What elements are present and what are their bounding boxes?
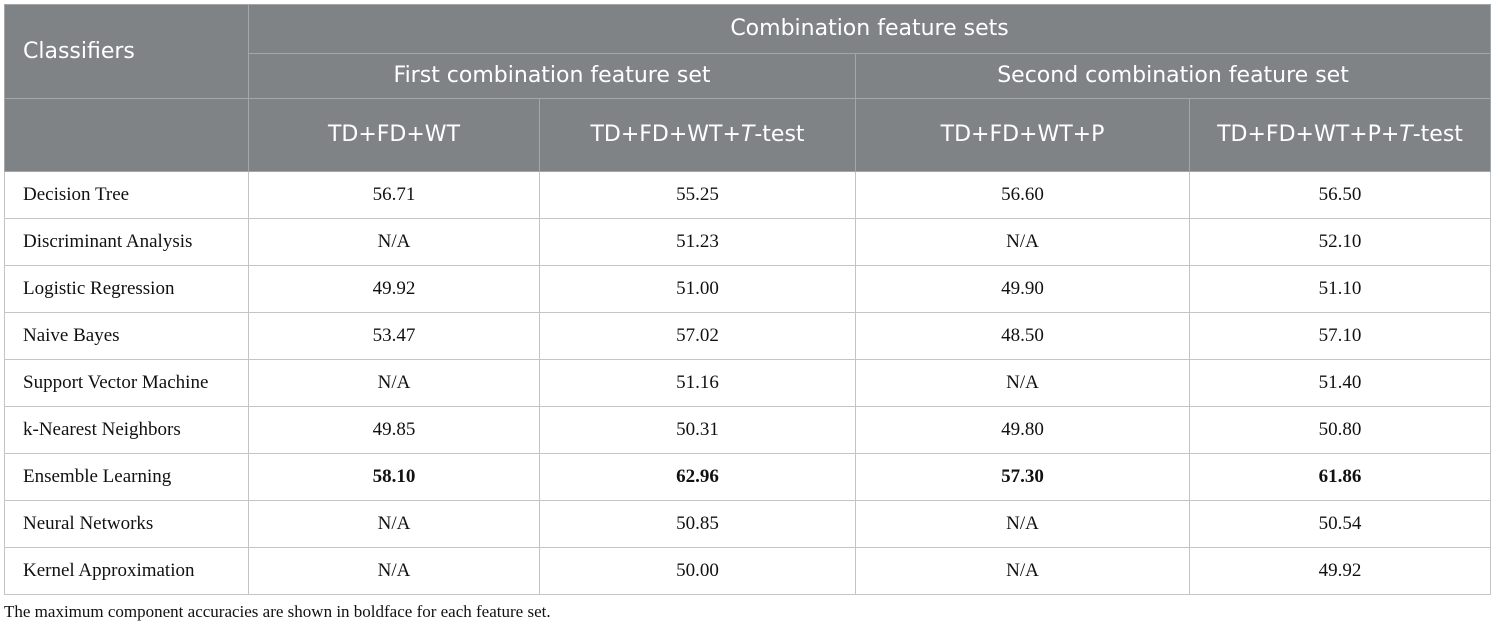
accuracy-cell: 50.80 [1188, 406, 1492, 454]
accuracy-cell: N/A [855, 359, 1190, 407]
accuracy-cell: N/A [855, 547, 1190, 595]
accuracy-cell: 57.02 [539, 312, 856, 360]
table-row: Logistic Regression 49.92 51.00 49.90 51.10 [4, 265, 1492, 313]
accuracy-cell: 56.60 [855, 171, 1190, 219]
accuracy-cell: 51.40 [1188, 359, 1492, 407]
accuracy-cell: N/A [248, 218, 540, 266]
table-caption: The maximum component accuracies are sho… [4, 602, 551, 621]
corner-cell [4, 98, 249, 172]
classifiers-header: Classifiers [4, 4, 249, 99]
accuracy-cell: 51.10 [1188, 265, 1492, 313]
column-header: TD+FD+WT [248, 98, 540, 172]
classifier-name: k-Nearest Neighbors [4, 406, 249, 454]
table-row: Neural Networks N/A 50.85 N/A 50.54 [4, 500, 1492, 548]
accuracy-cell: 49.80 [855, 406, 1190, 454]
table-row: Decision Tree 56.71 55.25 56.60 56.50 [4, 171, 1492, 219]
accuracy-cell: 61.86 [1188, 453, 1492, 501]
classifier-name: Naive Bayes [4, 312, 249, 360]
table-row: Naive Bayes 53.47 57.02 48.50 57.10 [4, 312, 1492, 360]
accuracy-cell: 58.10 [248, 453, 540, 501]
table-row: k-Nearest Neighbors 49.85 50.31 49.80 50.80 [4, 406, 1492, 454]
second-set-header: Second combination feature set [854, 53, 1492, 99]
accuracy-cell: 57.30 [855, 453, 1190, 501]
accuracy-cell: 50.85 [539, 500, 856, 548]
accuracy-cell: 56.50 [1188, 171, 1492, 219]
column-header: TD+FD+WT+P [855, 98, 1190, 172]
first-set-header: First combination feature set [248, 53, 856, 99]
accuracy-cell: 51.23 [539, 218, 856, 266]
classifier-name: Ensemble Learning [4, 453, 249, 501]
classifier-name: Support Vector Machine [4, 359, 249, 407]
classifier-name: Kernel Approximation [4, 547, 249, 595]
accuracy-cell: 53.47 [248, 312, 540, 360]
accuracy-cell: 52.10 [1188, 218, 1492, 266]
classifier-name: Neural Networks [4, 500, 249, 548]
accuracy-cell: N/A [248, 547, 540, 595]
classifier-name: Discriminant Analysis [4, 218, 249, 266]
results-table: Classifiers Combination feature sets Fir… [4, 4, 1492, 595]
accuracy-cell: N/A [855, 218, 1190, 266]
accuracy-cell: 49.92 [1188, 547, 1492, 595]
column-header: TD+FD+WT+T-test [539, 98, 856, 172]
classifier-name: Decision Tree [4, 171, 249, 219]
accuracy-cell: 51.16 [539, 359, 856, 407]
table-body: Decision Tree 56.71 55.25 56.60 56.50 Discrim… [4, 171, 1492, 595]
accuracy-cell: 49.85 [248, 406, 540, 454]
column-header: TD+FD+WT+P+T-test [1188, 98, 1492, 172]
table-row: Ensemble Learning 58.10 62.96 57.30 61.86 [4, 453, 1492, 501]
classifier-name: Logistic Regression [4, 265, 249, 313]
accuracy-cell: 49.90 [855, 265, 1190, 313]
table-row: Discriminant Analysis N/A 51.23 N/A 52.10 [4, 218, 1492, 266]
combination-header: Combination feature sets [247, 4, 1492, 54]
accuracy-cell: 56.71 [248, 171, 540, 219]
accuracy-cell: 50.54 [1188, 500, 1492, 548]
accuracy-cell: 50.00 [539, 547, 856, 595]
accuracy-cell: 50.31 [539, 406, 856, 454]
accuracy-cell: 49.92 [248, 265, 540, 313]
accuracy-cell: 48.50 [855, 312, 1190, 360]
table-row: Support Vector Machine N/A 51.16 N/A 51.40 [4, 359, 1492, 407]
accuracy-cell: 57.10 [1188, 312, 1492, 360]
accuracy-cell: N/A [855, 500, 1190, 548]
table-row: Kernel Approximation N/A 50.00 N/A 49.92 [4, 547, 1492, 595]
accuracy-cell: 55.25 [539, 171, 856, 219]
accuracy-cell: 62.96 [539, 453, 856, 501]
accuracy-cell: 51.00 [539, 265, 856, 313]
accuracy-cell: N/A [248, 500, 540, 548]
accuracy-cell: N/A [248, 359, 540, 407]
